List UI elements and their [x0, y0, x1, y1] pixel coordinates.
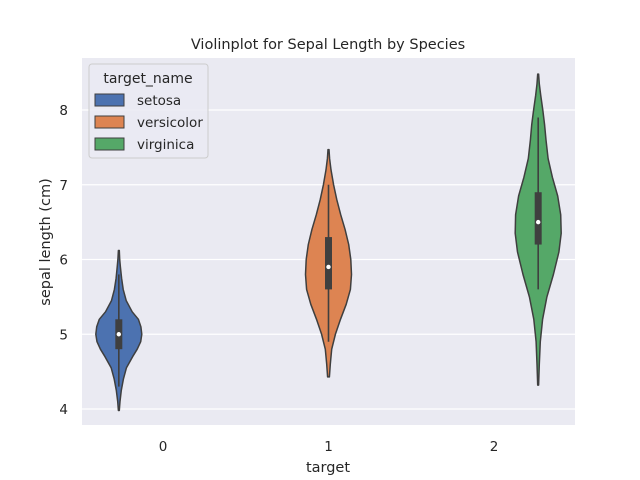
legend-swatch-virginica — [94, 137, 125, 151]
legend-items: setosa versicolor virginica — [94, 93, 203, 153]
y-tick-label: 7 — [59, 178, 68, 194]
y-tick-label: 4 — [59, 402, 68, 418]
x-tick-labels: 0 1 2 — [159, 439, 499, 455]
median-point — [116, 332, 122, 337]
legend-title: target_name — [103, 71, 192, 87]
x-tick-label: 1 — [324, 439, 333, 455]
legend-box — [88, 63, 209, 159]
legend: target_name setosa versicolor virginica — [88, 63, 209, 159]
iqr-box — [534, 192, 542, 245]
legend-label-setosa: setosa — [137, 93, 181, 109]
legend-swatch-versicolor — [94, 115, 125, 129]
y-tick-label: 5 — [59, 327, 68, 343]
violin-versicolor — [304, 148, 353, 378]
y-tick-label: 8 — [59, 103, 68, 119]
legend-swatch-setosa — [94, 93, 125, 107]
violins — [95, 73, 562, 412]
x-tick-label: 2 — [490, 439, 499, 455]
violin-virginica — [514, 73, 562, 386]
median-point — [326, 264, 331, 270]
y-tick-labels: 4 5 6 7 8 — [59, 103, 68, 418]
legend-label-versicolor: versicolor — [137, 115, 203, 131]
y-axis-label: sepal length (cm) — [38, 178, 54, 305]
chart-title: Violinplot for Sepal Length by Species — [191, 37, 465, 53]
median-point — [535, 219, 541, 225]
violin-setosa — [95, 249, 143, 412]
x-tick-label: 0 — [159, 439, 168, 455]
legend-label-virginica: virginica — [137, 137, 194, 153]
iqr-box — [325, 237, 332, 290]
y-tick-label: 6 — [59, 253, 68, 269]
x-axis-label: target — [306, 460, 350, 476]
